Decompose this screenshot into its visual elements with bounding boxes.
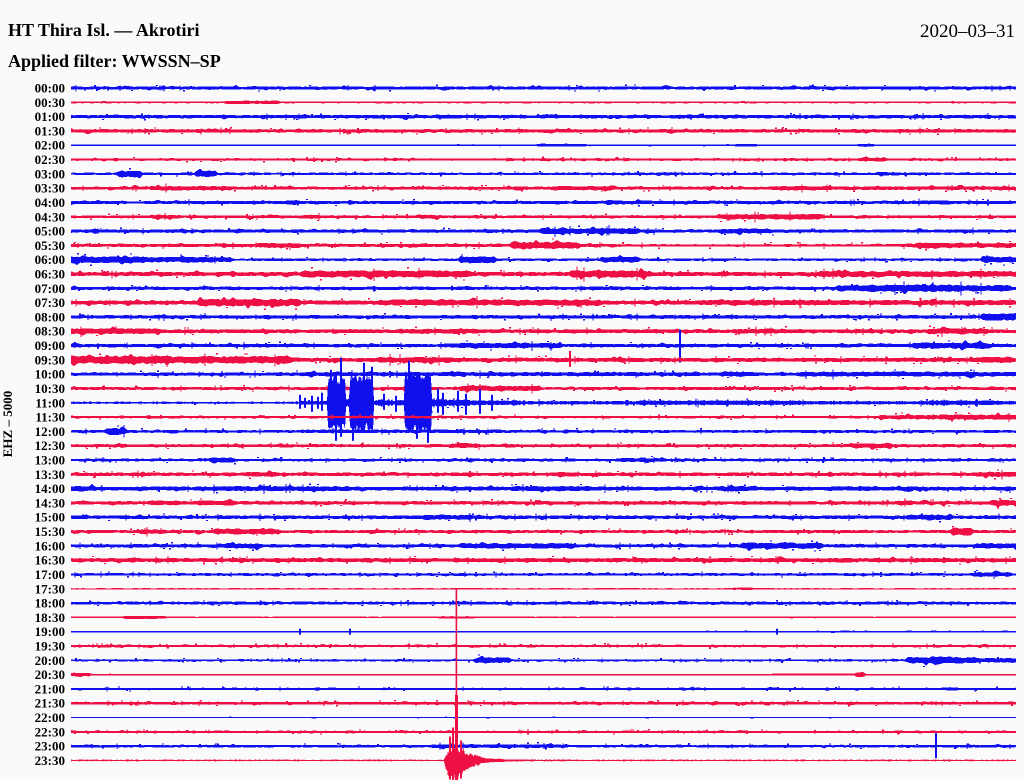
svg-text:22:00: 22:00 [35,710,65,725]
svg-text:21:00: 21:00 [35,681,65,696]
svg-text:06:00: 06:00 [35,252,65,267]
svg-text:09:30: 09:30 [35,352,65,367]
svg-text:03:00: 03:00 [35,166,65,181]
svg-text:16:00: 16:00 [35,538,65,553]
svg-text:15:00: 15:00 [35,510,65,525]
svg-text:06:30: 06:30 [35,267,65,282]
svg-text:13:00: 13:00 [35,453,65,468]
svg-text:14:00: 14:00 [35,481,65,496]
svg-text:23:00: 23:00 [35,739,65,754]
svg-text:22:30: 22:30 [35,724,65,739]
svg-text:07:30: 07:30 [35,295,65,310]
svg-text:21:30: 21:30 [35,696,65,711]
svg-text:01:00: 01:00 [35,109,65,124]
svg-text:04:00: 04:00 [35,195,65,210]
svg-text:08:30: 08:30 [35,324,65,339]
svg-text:02:30: 02:30 [35,152,65,167]
svg-text:05:30: 05:30 [35,238,65,253]
svg-text:Applied filter: WWSSN–SP: Applied filter: WWSSN–SP [8,51,221,71]
svg-text:16:30: 16:30 [35,553,65,568]
svg-text:04:30: 04:30 [35,209,65,224]
svg-text:10:00: 10:00 [35,367,65,382]
svg-text:09:00: 09:00 [35,338,65,353]
svg-text:12:30: 12:30 [35,438,65,453]
svg-text:01:30: 01:30 [35,123,65,138]
svg-text:15:30: 15:30 [35,524,65,539]
svg-text:18:00: 18:00 [35,596,65,611]
svg-text:11:00: 11:00 [35,395,65,410]
svg-text:10:30: 10:30 [35,381,65,396]
svg-text:00:00: 00:00 [35,81,65,96]
svg-text:19:00: 19:00 [35,624,65,639]
svg-text:14:30: 14:30 [35,495,65,510]
svg-text:20:30: 20:30 [35,667,65,682]
svg-text:03:30: 03:30 [35,181,65,196]
svg-text:12:00: 12:00 [35,424,65,439]
svg-text:19:30: 19:30 [35,639,65,654]
svg-text:00:30: 00:30 [35,95,65,110]
svg-text:23:30: 23:30 [35,753,65,768]
svg-text:18:30: 18:30 [35,610,65,625]
svg-text:2020–03–31: 2020–03–31 [920,21,1015,42]
svg-text:07:00: 07:00 [35,281,65,296]
svg-text:11:30: 11:30 [35,410,65,425]
svg-text:HT Thira Isl. — Akrotiri: HT Thira Isl. — Akrotiri [8,20,200,40]
svg-text:17:00: 17:00 [35,567,65,582]
svg-text:13:30: 13:30 [35,467,65,482]
svg-text:08:00: 08:00 [35,309,65,324]
svg-text:17:30: 17:30 [35,581,65,596]
svg-text:EHZ – 5000: EHZ – 5000 [0,391,15,457]
svg-text:05:00: 05:00 [35,224,65,239]
svg-text:20:00: 20:00 [35,653,65,668]
svg-text:02:00: 02:00 [35,138,65,153]
